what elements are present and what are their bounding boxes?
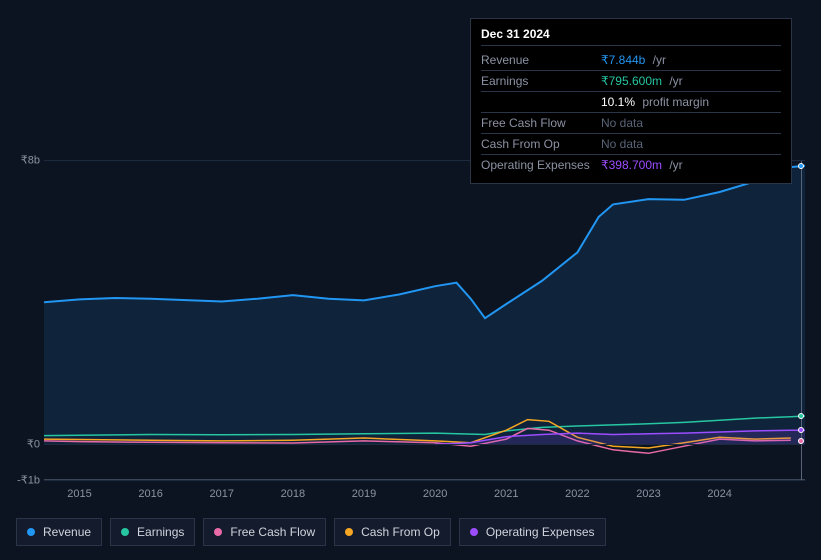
- tooltip-row: Earnings₹795.600m /yr: [481, 71, 781, 92]
- tooltip-row: 10.1% profit margin: [481, 92, 781, 113]
- x-axis-ticks: 2015 2016 2017 2018 2019 2020 2021 2022 2023 2024: [44, 488, 805, 508]
- plot-area: [44, 160, 805, 480]
- legend-label: Cash From Op: [361, 525, 440, 539]
- legend-swatch: [345, 528, 353, 536]
- x-tick-label: 2023: [636, 488, 660, 500]
- tooltip-value: ₹398.700m: [601, 158, 662, 172]
- legend-swatch: [121, 528, 129, 536]
- y-tick-label: ₹8b: [0, 154, 40, 167]
- legend: Revenue Earnings Free Cash Flow Cash From O…: [16, 518, 606, 546]
- tooltip-label: [481, 95, 601, 109]
- tooltip-row: Cash From OpNo data: [481, 134, 781, 155]
- legend-swatch: [470, 528, 478, 536]
- chart-tooltip: Dec 31 2024 Revenue₹7.844b /yrEarnings₹7…: [470, 18, 792, 184]
- legend-label: Earnings: [137, 525, 184, 539]
- series-fill-revenue: [44, 166, 805, 445]
- x-tick-label: 2020: [423, 488, 447, 500]
- tooltip-value: ₹7.844b: [601, 53, 645, 67]
- tooltip-suffix: /yr: [666, 158, 683, 172]
- legend-label: Free Cash Flow: [230, 525, 315, 539]
- x-tick-label: 2016: [138, 488, 162, 500]
- tooltip-label: Free Cash Flow: [481, 116, 601, 130]
- tooltip-value: No data: [601, 116, 643, 130]
- gridline: [44, 444, 805, 445]
- tooltip-label: Operating Expenses: [481, 158, 601, 172]
- cursor-dot: [798, 163, 804, 169]
- x-tick-label: 2021: [494, 488, 518, 500]
- legend-item-free-cash-flow[interactable]: Free Cash Flow: [203, 518, 326, 546]
- tooltip-row: Revenue₹7.844b /yr: [481, 50, 781, 71]
- legend-item-operating-expenses[interactable]: Operating Expenses: [459, 518, 606, 546]
- tooltip-value: 10.1%: [601, 95, 635, 109]
- x-tick-label: 2017: [210, 488, 234, 500]
- tooltip-suffix: /yr: [649, 53, 666, 67]
- legend-swatch: [27, 528, 35, 536]
- x-tick-label: 2024: [707, 488, 731, 500]
- legend-item-cash-from-op[interactable]: Cash From Op: [334, 518, 451, 546]
- legend-item-revenue[interactable]: Revenue: [16, 518, 102, 546]
- legend-label: Operating Expenses: [486, 525, 595, 539]
- tooltip-value: No data: [601, 137, 643, 151]
- tooltip-row: Operating Expenses₹398.700m /yr: [481, 155, 781, 175]
- tooltip-label: Revenue: [481, 53, 601, 67]
- y-tick-label: -₹1b: [0, 474, 40, 487]
- legend-item-earnings[interactable]: Earnings: [110, 518, 195, 546]
- y-tick-label: ₹0: [0, 438, 40, 451]
- tooltip-label: Cash From Op: [481, 137, 601, 151]
- x-tick-label: 2022: [565, 488, 589, 500]
- legend-swatch: [214, 528, 222, 536]
- x-tick-label: 2019: [352, 488, 376, 500]
- cursor-dot: [798, 438, 804, 444]
- financial-chart[interactable]: ₹8b₹0-₹1b: [16, 160, 805, 480]
- legend-label: Revenue: [43, 525, 91, 539]
- tooltip-label: Earnings: [481, 74, 601, 88]
- tooltip-value: ₹795.600m: [601, 74, 662, 88]
- tooltip-suffix: profit margin: [639, 95, 709, 109]
- x-tick-label: 2018: [281, 488, 305, 500]
- cursor-dot: [798, 427, 804, 433]
- gridline: [44, 480, 805, 481]
- tooltip-row: Free Cash FlowNo data: [481, 113, 781, 134]
- tooltip-suffix: /yr: [666, 74, 683, 88]
- cursor-dot: [798, 413, 804, 419]
- x-tick-label: 2015: [67, 488, 91, 500]
- tooltip-date: Dec 31 2024: [481, 27, 781, 46]
